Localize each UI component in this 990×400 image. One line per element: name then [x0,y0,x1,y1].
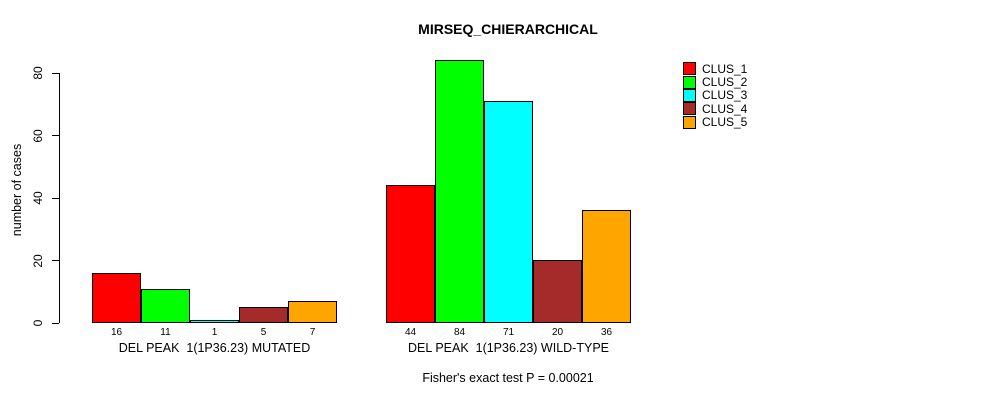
bar-value-label: 84 [453,327,466,338]
y-axis-tick [52,135,59,136]
y-axis-tick-label: 60 [31,128,45,143]
annotation-text: Fisher's exact test P = 0.00021 [422,371,594,385]
legend-swatch [683,75,696,89]
legend-item: CLUS_4 [683,101,748,116]
bar-clus_2 [435,60,484,323]
legend-label: CLUS_4 [702,101,748,116]
y-axis-line [59,73,60,323]
bar-value-label: 44 [404,327,417,338]
legend: CLUS_1 CLUS_2 CLUS_3 CLUS_4 CLUS_5 [683,62,747,129]
bar-clus_2 [141,289,190,323]
bar-clus_4 [239,307,288,323]
legend-label: CLUS_3 [702,88,748,103]
y-axis-tick [52,197,59,199]
chart-title: MIRSEQ_CHIERARCHICAL [418,21,598,37]
bar-clus_3 [190,320,239,323]
legend-item: CLUS_5 [683,115,748,130]
legend-item: CLUS_3 [683,88,748,103]
legend-item: CLUS_2 [683,75,748,90]
y-axis-tick-label: 20 [31,253,45,268]
bar-value-label: 20 [551,327,564,338]
bar-clus_1 [386,185,435,323]
bar-value-label: 11 [160,327,171,338]
y-axis-tick [52,260,59,261]
y-axis-tick-label: 40 [31,191,45,205]
legend-swatch [683,102,696,116]
category-label: DEL PEAK 1(1P36.23) WILD-TYPE [407,341,610,355]
bar-value-label: 71 [502,327,515,338]
y-axis-tick [52,322,59,324]
bar-value-label: 36 [600,327,613,338]
category-label: DEL PEAK 1(1P36.23) MUTATED [118,341,311,355]
bar-clus_4 [533,260,582,323]
bar-clus_1 [92,273,141,323]
legend-item: CLUS_1 [683,61,748,76]
bar-value-label: 16 [110,327,123,338]
y-axis-tick-label: 0 [31,319,45,327]
bar-clus_5 [288,301,337,323]
legend-swatch [683,115,696,129]
bar-clus_5 [582,210,631,323]
legend-label: CLUS_1 [702,61,748,76]
y-axis-tick [52,72,59,74]
bar-value-label: 1 [211,327,218,338]
legend-label: CLUS_5 [702,115,748,130]
legend-label: CLUS_2 [702,75,748,90]
bar-clus_3 [484,101,533,323]
bar-value-label: 5 [260,327,267,338]
legend-swatch [683,88,696,102]
legend-swatch [683,62,696,76]
y-axis-tick-label: 80 [31,66,45,80]
bar-value-label: 7 [309,327,316,338]
